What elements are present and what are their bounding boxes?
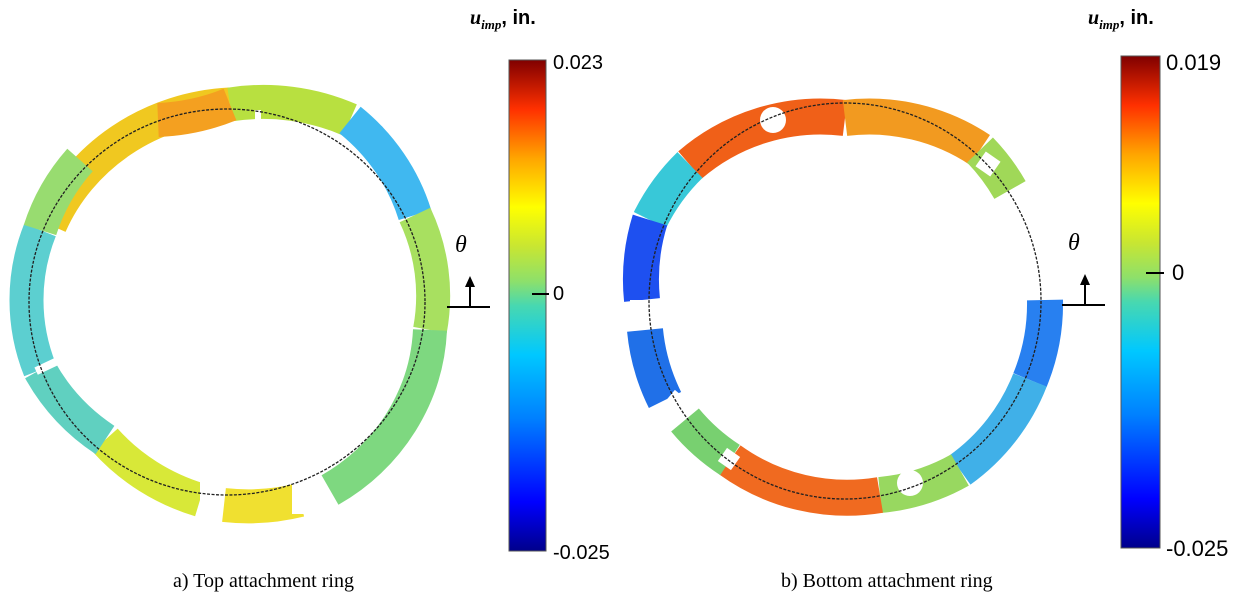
ring-gap <box>34 357 60 375</box>
ring-segment <box>222 483 305 524</box>
caption-a: a) Top attachment ring <box>173 570 354 592</box>
colorbar-min-label: -0.025 <box>553 542 610 564</box>
ring-centerline <box>648 102 1042 500</box>
ring-hole <box>897 470 923 496</box>
ring-segment <box>842 98 990 166</box>
ring-segment <box>1013 299 1064 387</box>
panel-b: θ uimp, in. 0.019 0 -0.025 <box>622 7 1228 561</box>
ring-segment <box>633 152 703 229</box>
panel-a: θ uimp, in. 0.023 0 -0.025 <box>9 7 610 564</box>
theta-label: θ <box>1068 230 1080 256</box>
ring-segment <box>9 223 56 377</box>
ring-segment <box>966 137 1026 200</box>
ring-segment <box>949 373 1047 485</box>
ring-gap <box>630 300 670 320</box>
ring-gap <box>200 480 220 514</box>
colorbar <box>508 59 547 552</box>
ring-holes <box>630 107 1060 496</box>
colorbar-a: uimp, in. 0.023 0 -0.025 <box>470 7 610 564</box>
ring-segment <box>622 214 668 302</box>
ring-hole <box>717 447 741 471</box>
ring-segment <box>23 148 93 236</box>
ring-segment <box>321 328 447 505</box>
ring-segment <box>339 106 432 221</box>
ring-segment <box>399 207 451 334</box>
theta-indicator <box>447 276 490 308</box>
colorbar-max-label: 0.023 <box>553 52 603 74</box>
ring-gaps <box>34 110 312 514</box>
ring-gap <box>1015 190 1060 290</box>
caption-b: b) Bottom attachment ring <box>781 570 993 592</box>
colorbar-b: uimp, in. 0.019 0 -0.025 <box>1088 7 1228 561</box>
ring-top <box>9 84 451 524</box>
ring-hole <box>975 151 1001 177</box>
ring-segment <box>627 327 682 409</box>
ring-gap <box>255 110 261 134</box>
ring-gap <box>660 389 694 423</box>
ring-segment <box>227 84 357 136</box>
colorbar-zero-label: 0 <box>1172 260 1184 285</box>
theta-indicator <box>1062 274 1105 306</box>
ring-segment <box>719 445 883 516</box>
ring-segment <box>25 361 115 455</box>
theta-label: θ <box>455 232 467 258</box>
colorbar-max-label: 0.019 <box>1166 50 1221 75</box>
colorbar <box>1120 55 1161 549</box>
ring-hole <box>760 107 786 133</box>
colorbar-title: uimp, in. <box>1088 7 1154 32</box>
ring-gap <box>292 480 312 514</box>
colorbar-zero-label: 0 <box>553 283 564 305</box>
ring-segment <box>92 428 206 517</box>
colorbar-min-label: -0.025 <box>1166 536 1228 561</box>
colorbar-title: uimp, in. <box>470 7 536 32</box>
ring-centerline <box>28 108 426 496</box>
